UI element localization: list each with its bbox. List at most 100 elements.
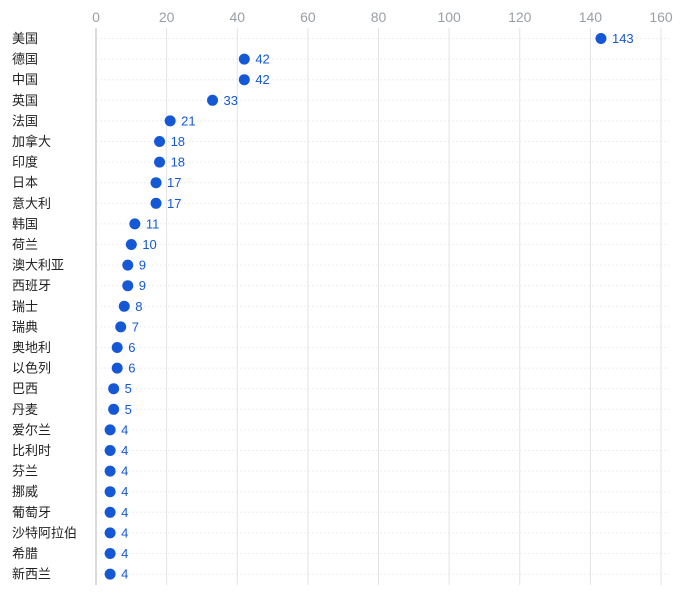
data-point — [118, 300, 130, 312]
category-label: 中国 — [12, 73, 38, 88]
data-point — [104, 548, 116, 559]
x-tick-label: 20 — [159, 9, 175, 25]
data-row: 韩国 11 — [12, 216, 159, 232]
data-point — [150, 197, 162, 209]
value-label: 11 — [146, 216, 160, 231]
data-point — [104, 527, 116, 539]
data-row: 日本 17 — [12, 175, 182, 191]
category-label: 挪威 — [12, 485, 38, 500]
category-label: 丹麦 — [12, 403, 38, 418]
data-row: 葡萄牙 4 — [12, 505, 128, 521]
value-label: 5 — [125, 402, 132, 417]
x-tick-label: 120 — [508, 9, 532, 25]
rows: 美国 143 德国 42 中国 42 英国 33 法国 21 加拿大 18 印度 18 日本 17 意大利 17 韩… — [12, 31, 634, 583]
value-label: 42 — [255, 72, 269, 87]
data-point — [129, 218, 141, 230]
value-label: 17 — [167, 196, 181, 211]
category-label: 希腊 — [12, 547, 38, 562]
data-point — [111, 342, 123, 353]
value-label: 4 — [121, 484, 128, 499]
data-row: 以色列 6 — [12, 361, 135, 377]
category-label: 葡萄牙 — [12, 506, 51, 521]
category-label: 瑞典 — [12, 320, 38, 335]
value-label: 6 — [128, 361, 135, 376]
data-row: 澳大利亚 9 — [12, 258, 146, 274]
value-label: 4 — [121, 505, 128, 520]
x-tick-label: 40 — [229, 9, 245, 25]
category-label: 西班牙 — [12, 279, 51, 294]
data-point — [104, 486, 116, 498]
data-row: 德国 42 — [12, 52, 270, 68]
category-label: 芬兰 — [12, 465, 38, 480]
data-row: 挪威 4 — [12, 484, 128, 500]
data-point — [104, 465, 116, 477]
value-label: 4 — [121, 567, 128, 582]
data-row: 美国 143 — [12, 31, 634, 47]
data-row: 荷兰 10 — [12, 237, 157, 253]
data-point — [104, 424, 116, 436]
value-label: 8 — [135, 299, 142, 314]
grid — [95, 28, 669, 585]
value-label: 42 — [255, 52, 269, 67]
category-label: 爱尔兰 — [12, 423, 51, 438]
data-point — [154, 156, 166, 168]
data-row: 芬兰 4 — [12, 464, 128, 480]
data-row: 西班牙 9 — [12, 278, 146, 294]
data-point — [122, 259, 134, 271]
x-tick-label: 0 — [92, 9, 100, 25]
data-point — [104, 506, 116, 518]
data-row: 奥地利 6 — [12, 340, 135, 356]
value-label: 18 — [171, 134, 185, 149]
x-tick-label: 140 — [579, 9, 603, 25]
data-row: 瑞典 7 — [12, 319, 139, 335]
data-point — [207, 94, 219, 106]
data-row: 比利时 4 — [12, 443, 128, 459]
data-point — [111, 362, 123, 374]
data-row: 印度 18 — [12, 155, 185, 171]
data-point — [238, 74, 250, 86]
x-tick-label: 160 — [649, 9, 673, 25]
value-label: 143 — [612, 31, 634, 46]
data-row: 巴西 5 — [12, 381, 132, 397]
data-row: 中国 42 — [12, 72, 270, 88]
data-point — [108, 383, 120, 395]
data-point — [154, 136, 166, 147]
data-row: 英国 33 — [12, 93, 238, 109]
category-label: 意大利 — [12, 196, 51, 212]
x-tick-label: 80 — [371, 9, 387, 25]
category-label: 沙特阿拉伯 — [12, 526, 77, 541]
data-point — [595, 33, 607, 44]
category-label: 巴西 — [12, 382, 38, 397]
value-label: 7 — [132, 319, 139, 334]
data-point — [115, 321, 127, 333]
value-label: 21 — [181, 113, 195, 128]
value-label: 6 — [128, 340, 135, 355]
value-label: 9 — [139, 258, 146, 273]
data-row: 希腊 4 — [12, 546, 128, 562]
data-row: 爱尔兰 4 — [12, 422, 128, 438]
category-label: 日本 — [12, 176, 38, 191]
value-label: 4 — [121, 525, 128, 540]
category-label: 韩国 — [12, 217, 38, 232]
data-point — [164, 115, 176, 127]
data-row: 丹麦 5 — [12, 402, 132, 418]
value-label: 17 — [167, 175, 181, 190]
category-label: 美国 — [12, 32, 38, 47]
category-label: 奥地利 — [12, 341, 51, 356]
category-label: 法国 — [12, 114, 38, 129]
category-label: 荷兰 — [12, 238, 38, 253]
value-label: 33 — [224, 93, 238, 108]
data-row: 意大利 17 — [12, 196, 182, 212]
category-label: 德国 — [12, 53, 38, 68]
value-label: 10 — [142, 237, 156, 252]
category-label: 印度 — [12, 155, 38, 171]
category-label: 新西兰 — [12, 567, 51, 583]
category-label: 英国 — [12, 94, 38, 109]
category-label: 加拿大 — [12, 134, 51, 150]
x-axis-ticks: 0 20 40 60 80 100 120 140 160 — [92, 9, 673, 25]
x-tick-label: 60 — [300, 9, 316, 25]
value-label: 4 — [121, 546, 128, 561]
data-point — [150, 177, 162, 189]
